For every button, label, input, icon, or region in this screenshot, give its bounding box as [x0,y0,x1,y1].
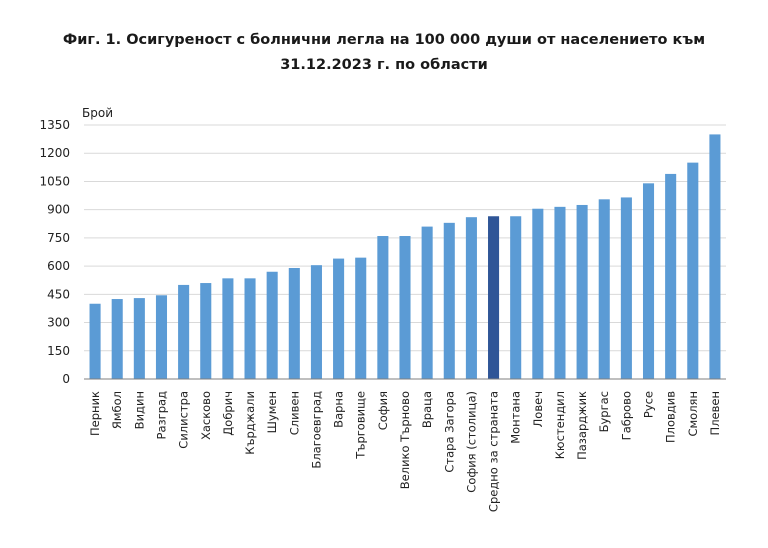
bar [89,303,101,379]
x-tick-label: София [376,391,390,430]
x-tick-label: Пловдив [664,391,678,443]
x-tick-label: Бургас [597,391,611,432]
bar [443,222,455,379]
x-tick-label: Монтана [509,391,523,444]
bar [355,257,367,379]
bar [310,265,322,379]
y-tick-label: 600 [47,259,70,273]
x-tick-label: Перник [88,391,102,436]
x-tick-label: Ямбол [110,391,124,429]
x-tick-label: Смолян [686,391,700,437]
y-tick-label: 900 [47,203,70,217]
y-tick-label: 1350 [39,118,70,132]
y-axis-label: Брой [82,106,113,120]
bar [333,258,345,379]
x-tick-label: Разград [154,391,168,439]
bar [598,199,610,379]
x-tick-label: Силистра [177,391,191,449]
y-tick-label: 300 [47,316,70,330]
x-tick-label: Русе [642,391,656,418]
bar [620,197,632,379]
x-tick-label: Хасково [199,391,213,440]
bar [465,217,477,379]
x-tick-label: Видин [132,391,146,429]
bar [399,236,411,379]
chart-title-line-1: Фиг. 1. Осигуреност с болнични легла на … [62,32,706,48]
x-tick-label: Шумен [265,391,279,433]
x-tick-label: Велико Търново [398,391,412,489]
y-tick-label: 1200 [39,146,70,160]
bar [709,134,721,379]
x-tick-label: София (столица) [464,391,478,493]
y-tick-label: 0 [62,372,70,386]
bar [111,299,123,379]
bar [510,216,522,379]
x-tick-label: Варна [332,391,346,428]
x-tick-label: Кюстендил [553,391,567,459]
bar [642,183,655,379]
chart-title-line-2: 31.12.2023 г. по области [280,57,488,73]
x-tick-label: Стара Загора [442,391,456,473]
x-tick-label: Враца [420,391,434,428]
bar [133,298,145,379]
x-tick-label: Плевен [708,391,722,435]
y-tick-label: 750 [47,231,70,245]
bar [665,173,677,379]
bar [532,208,544,379]
x-axis-labels: Перник Ямбол Видин Разград Силистра Хасково До… [88,391,722,512]
bar [554,206,566,379]
bar [377,236,389,379]
bar [266,271,278,379]
y-tick-label: 150 [47,344,70,358]
bar [222,278,234,379]
x-tick-label: Ловеч [531,391,545,427]
bars [89,134,721,379]
x-tick-label: Търговище [354,391,368,460]
x-tick-label: Пазарджик [575,391,589,460]
bar [288,267,300,379]
gridlines [84,124,726,352]
chart-title: Фиг. 1. Осигуреност с болнични легла на … [0,28,768,78]
bar [488,216,500,379]
x-tick-label: Добрич [221,391,235,436]
bar [576,204,588,379]
y-axis-ticks: 0 150 300 450 600 750 900 1050 1200 1350 [39,118,70,386]
bar [155,295,168,379]
x-tick-label: Габрово [619,391,633,440]
bar [200,283,212,379]
x-tick-label: Сливен [287,391,301,435]
bar [244,278,256,379]
bar [421,226,433,379]
y-tick-label: 1050 [39,174,70,188]
bar [178,284,190,379]
y-tick-label: 450 [47,287,70,301]
bar [687,162,699,379]
x-tick-label: Кърджали [243,391,257,455]
x-tick-label: Благоевград [309,391,323,469]
x-tick-label: Средно за страната [487,391,501,512]
